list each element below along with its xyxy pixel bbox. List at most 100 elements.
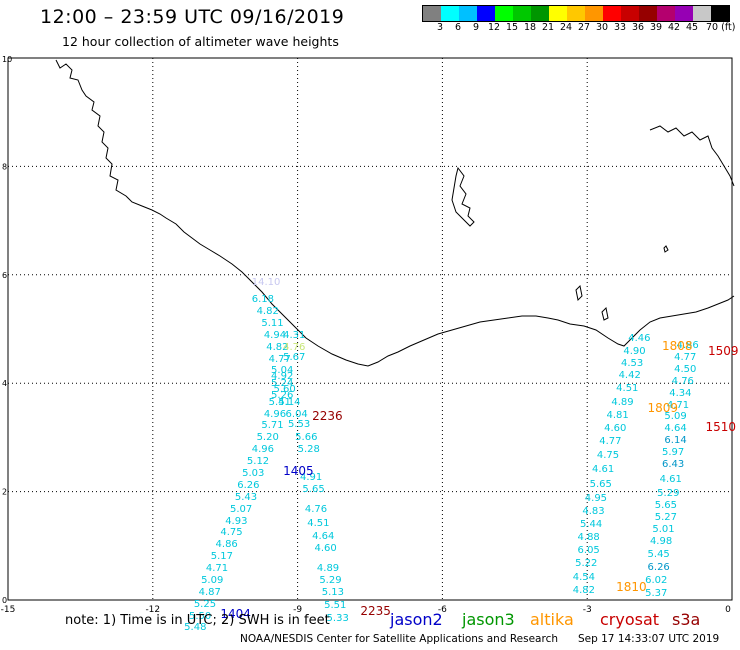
color-scale-label: 6 bbox=[454, 22, 462, 33]
track-time-label: 1510 bbox=[705, 420, 736, 435]
island-small-2 bbox=[601, 306, 609, 321]
wave-height-value: 5.28 bbox=[297, 443, 320, 455]
wave-height-value: 4.76 bbox=[304, 503, 328, 515]
color-swatch bbox=[513, 6, 531, 21]
wave-height-value: 4.42 bbox=[618, 370, 641, 382]
color-swatch bbox=[441, 6, 459, 21]
wave-height-value: 4.89 bbox=[316, 563, 340, 575]
coastline-east bbox=[649, 125, 735, 187]
wave-height-value: 5.09 bbox=[201, 575, 224, 587]
wave-height-value: 4.87 bbox=[198, 587, 221, 599]
wave-height-value: 4.89 bbox=[611, 397, 634, 409]
map-frame bbox=[7, 57, 733, 601]
color-swatch bbox=[657, 6, 675, 21]
color-scale-label: 21 bbox=[541, 22, 555, 33]
wave-height-value: 4.34 bbox=[669, 387, 692, 399]
wave-height-value: 5.41 bbox=[268, 397, 291, 409]
y-tick-label: 4 bbox=[2, 379, 7, 388]
wave-height-value: 5.27 bbox=[654, 512, 678, 524]
wave-height-value: 5.97 bbox=[662, 447, 685, 459]
color-scale-label: 24 bbox=[559, 22, 573, 33]
wave-height-value: 6.04 bbox=[285, 409, 308, 421]
wave-height-value: 4.86 bbox=[215, 539, 238, 551]
color-swatch bbox=[531, 6, 549, 21]
wave-height-value: 6.26 bbox=[237, 479, 260, 491]
chart-title: 12:00 – 23:59 UTC 09/16/2019 bbox=[40, 6, 345, 28]
wave-height-value: 4.90 bbox=[623, 346, 646, 358]
wave-height-value: 5.53 bbox=[287, 418, 311, 430]
island-small-1 bbox=[575, 284, 583, 302]
wave-height-value: 4.51 bbox=[307, 517, 330, 529]
wave-height-value: 5.04 bbox=[271, 364, 294, 376]
color-swatch bbox=[639, 6, 657, 21]
wave-height-value: 4.81 bbox=[606, 410, 629, 422]
color-scale-label: 15 bbox=[505, 22, 519, 33]
color-swatch bbox=[459, 6, 477, 21]
wave-height-value: 5.51 bbox=[324, 600, 347, 612]
wave-height-value: 5.50 bbox=[189, 610, 212, 622]
color-scale-label: 70 (ft) bbox=[706, 22, 736, 33]
wave-height-value: 4.76 bbox=[671, 375, 694, 387]
track-time-label: 1810 bbox=[616, 580, 647, 595]
y-tick-label: 0 bbox=[2, 596, 7, 605]
legend-s3a: s3a bbox=[672, 610, 701, 629]
wave-height-value: 4.75 bbox=[596, 450, 620, 462]
wave-height-value: 4.94 bbox=[263, 330, 287, 342]
track-time-label: 1808 bbox=[662, 338, 693, 353]
wave-height-value: 5.71 bbox=[261, 420, 284, 432]
color-swatch bbox=[621, 6, 639, 21]
wave-height-value: 5.43 bbox=[234, 491, 258, 503]
wave-height-value: 5.33 bbox=[326, 613, 349, 625]
wave-height-value: 5.66 bbox=[295, 432, 318, 444]
color-scale-label: 9 bbox=[472, 22, 480, 33]
wave-height-value: 4.75 bbox=[220, 527, 243, 539]
wave-height-value: 4.61 bbox=[659, 474, 682, 486]
wave-height-value: 4.64 bbox=[664, 423, 687, 435]
chart-subtitle: 12 hour collection of altimeter wave hei… bbox=[62, 34, 339, 49]
color-scale-label: 36 bbox=[631, 22, 645, 33]
wave-height-value: 4.60 bbox=[314, 542, 337, 554]
wave-height-value: 5.65 bbox=[589, 478, 612, 490]
wave-height-value: 4.61 bbox=[592, 463, 615, 475]
wave-height-value: 4.96 bbox=[263, 409, 287, 421]
wave-height-value: 4.76 bbox=[283, 342, 306, 354]
wave-height-value: 4.98 bbox=[649, 536, 673, 548]
wave-height-value: 5.03 bbox=[242, 467, 265, 479]
wave-height-value: 5.22 bbox=[575, 557, 598, 569]
wave-height-value: 5.20 bbox=[256, 432, 279, 444]
x-tick-label: -3 bbox=[583, 605, 592, 615]
footer-timestamp: Sep 17 14:33:07 UTC 2019 bbox=[578, 633, 720, 645]
color-scale-label: 39 bbox=[649, 22, 663, 33]
wave-height-value: 5.65 bbox=[654, 500, 678, 512]
color-scale-label: 27 bbox=[577, 22, 591, 33]
wave-height-value: 5.13 bbox=[321, 587, 344, 599]
wave-height-value: 4.51 bbox=[616, 383, 639, 395]
coastline bbox=[55, 59, 735, 367]
wave-height-value: 5.29 bbox=[657, 488, 680, 500]
wave-height-value: 4.93 bbox=[225, 515, 248, 527]
wave-height-value: 5.60 bbox=[273, 383, 296, 395]
y-tick-label: 8 bbox=[2, 162, 7, 171]
wave-height-value: 6.18 bbox=[251, 294, 274, 306]
wave-height-value: 5.29 bbox=[319, 575, 342, 587]
wave-height-value: 4.54 bbox=[572, 571, 595, 583]
wave-height-value: 4.88 bbox=[577, 531, 600, 543]
wave-height-value: 5.12 bbox=[246, 455, 270, 467]
y-tick-label: 10 bbox=[2, 55, 12, 64]
axis-tick-labels: -15 -12 -9 -6 -3 0 0 2 4 6 8 10 bbox=[1, 55, 731, 615]
wave-height-value: 6.43 bbox=[662, 459, 685, 471]
wave-height-value: 4.92 bbox=[271, 371, 294, 383]
wave-height-value: 5.09 bbox=[664, 411, 687, 423]
color-swatch bbox=[477, 6, 495, 21]
track-time-label: 1809 bbox=[647, 401, 679, 416]
color-swatch bbox=[549, 6, 567, 21]
wave-height-value: 6.14 bbox=[664, 435, 687, 447]
x-tick-label: -6 bbox=[438, 605, 447, 615]
color-scale-label: 3 bbox=[436, 22, 444, 33]
track-time-label: 1405 bbox=[283, 463, 314, 478]
color-scale-label: 42 bbox=[667, 22, 681, 33]
wave-height-value: 5.37 bbox=[645, 588, 668, 600]
wave-height-value: 4.82 bbox=[266, 342, 289, 354]
legend-jason3: jason3 bbox=[462, 610, 515, 629]
